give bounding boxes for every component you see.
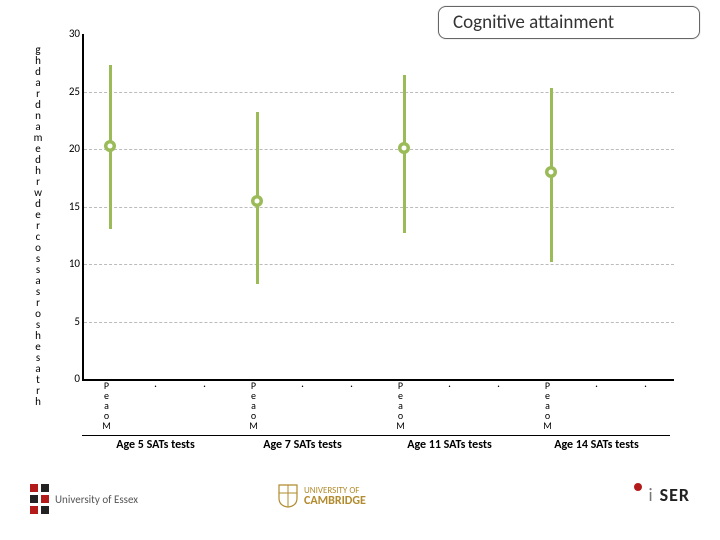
subcategory-label: PeaoM (534, 381, 560, 431)
subcategory-label: · (583, 381, 609, 431)
x-axis-panels: PeaoM · · Age 5 SATs tests PeaoM · · Age 7 SATs… (82, 381, 672, 453)
plot-region: 051015202530 (82, 34, 674, 381)
cambridge-shield-icon (278, 484, 298, 508)
subcategory-label: PeaoM (93, 381, 119, 431)
gridline (84, 149, 674, 150)
y-tick-label: 15 (56, 200, 80, 213)
subcategory-label: · (436, 381, 462, 431)
mean-marker (545, 166, 557, 178)
panel-label: Age 11 SATs tests (376, 435, 523, 452)
iser-text: SER (660, 484, 690, 506)
gridline (84, 92, 674, 93)
subcategory-label: PeaoM (240, 381, 266, 431)
subcategory-label: · (338, 381, 364, 431)
x-panel: PeaoM · · Age 14 SATs tests (523, 381, 670, 452)
mean-marker (104, 140, 116, 152)
y-tick-label: 25 (56, 85, 80, 98)
panel-label: Age 7 SATs tests (229, 435, 376, 452)
gridline (84, 207, 674, 208)
iser-dot-icon (634, 483, 642, 491)
essex-logo: University of Essex (30, 484, 138, 514)
subcategory-label: PeaoM (387, 381, 413, 431)
gridline (84, 322, 674, 323)
footer-logos: University of Essex UNIVERSITY OF CAMBRI… (0, 484, 720, 530)
panel-label: Age 14 SATs tests (523, 435, 670, 452)
subcategory-label: · (289, 381, 315, 431)
x-panel: PeaoM · · Age 7 SATs tests (229, 381, 376, 452)
x-panel: PeaoM · · Age 5 SATs tests (82, 381, 229, 452)
error-bar (403, 75, 406, 233)
y-tick-label: 5 (56, 315, 80, 328)
y-tick-label: 20 (56, 142, 80, 155)
subcategory-label: · (191, 381, 217, 431)
panel-label: Age 5 SATs tests (82, 435, 229, 452)
cambridge-logo: UNIVERSITY OF CAMBRIDGE (278, 484, 366, 508)
y-tick-label: 30 (56, 27, 80, 40)
subcategory-label: · (142, 381, 168, 431)
subcategory-label: · (632, 381, 658, 431)
cambridge-text: UNIVERSITY OF CAMBRIDGE (304, 486, 366, 507)
essex-icon (30, 484, 49, 514)
gridline (84, 264, 674, 265)
subcategory-label: · (485, 381, 511, 431)
y-tick-label: 0 (56, 372, 80, 385)
iser-logo: iSER (634, 484, 690, 506)
y-axis-label-vertical: ghdardnamedhrwdercossasroshesatrh (32, 44, 44, 407)
mean-marker (398, 142, 410, 154)
chart-area: ghdardnamedhrwdercossasroshesatrh 051015… (42, 30, 682, 460)
x-panel: PeaoM · · Age 11 SATs tests (376, 381, 523, 452)
mean-marker (251, 195, 263, 207)
essex-text: University of Essex (55, 493, 138, 506)
y-tick-label: 10 (56, 257, 80, 270)
